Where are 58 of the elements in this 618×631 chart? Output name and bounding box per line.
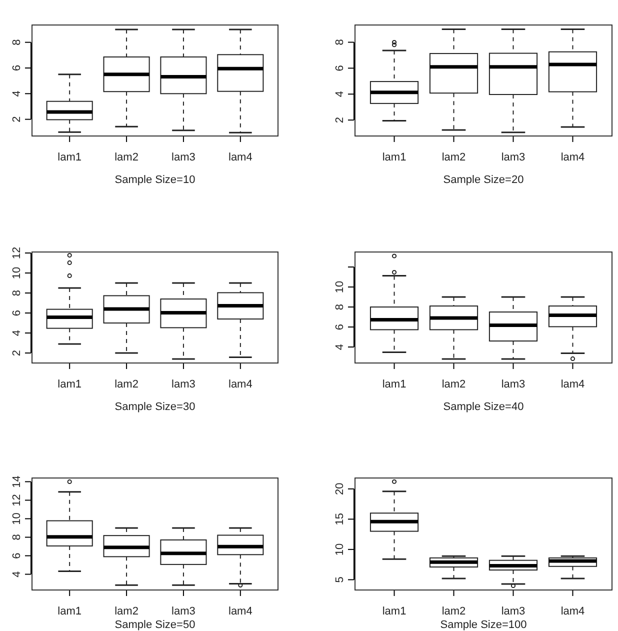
y-tick-label: 15 [334, 513, 346, 526]
y-tick-label: 6 [11, 552, 23, 559]
x-tick-label: lam3 [172, 151, 196, 164]
x-axis-title: Sample Size=10 [114, 174, 196, 186]
x-tick-label: lam1 [58, 378, 82, 390]
x-tick-label: lam2 [114, 605, 138, 618]
x-tick-label: lam1 [382, 151, 406, 164]
x-axis-title: Sample Size=20 [443, 174, 524, 186]
y-tick-label: 8 [11, 534, 23, 540]
x-tick-label: lam3 [501, 378, 526, 390]
y-tick-label: 10 [334, 543, 346, 556]
x-tick-label: lam4 [228, 378, 252, 390]
y-tick-label: 5 [334, 576, 346, 583]
y-tick-label: 4 [11, 330, 23, 336]
y-tick-label: 6 [11, 64, 23, 72]
x-tick-label: lam1 [58, 605, 82, 618]
x-tick-label: lam3 [172, 605, 196, 618]
y-tick-label: 4 [11, 90, 23, 97]
x-tick-label: lam1 [58, 151, 82, 164]
y-tick-label: 12 [11, 494, 23, 506]
y-tick-label: 8 [334, 304, 346, 310]
x-tick-label: lam4 [560, 605, 585, 618]
x-tick-label: lam4 [228, 605, 252, 618]
x-tick-label: lam3 [501, 605, 526, 618]
y-tick-label: 8 [11, 39, 23, 46]
y-tick-label: 10 [11, 266, 23, 280]
y-tick-label: 4 [334, 91, 346, 98]
x-tick-label: lam2 [442, 151, 466, 164]
y-tick-label: 2 [11, 116, 23, 122]
y-tick-label: 2 [334, 116, 346, 124]
x-tick-label: lam1 [382, 605, 406, 618]
x-tick-label: lam3 [501, 151, 526, 164]
y-tick-label: 8 [334, 39, 346, 46]
x-tick-label: lam1 [382, 378, 406, 390]
y-tick-label: 10 [334, 280, 346, 294]
x-tick-label: lam3 [172, 378, 196, 390]
x-tick-label: lam2 [114, 378, 138, 390]
y-tick-label: 4 [11, 571, 23, 578]
x-axis-title: Sample Size=50 [114, 619, 196, 631]
x-tick-label: lam4 [560, 151, 585, 164]
x-tick-label: lam4 [228, 151, 252, 164]
y-tick-label: 12 [11, 246, 23, 260]
x-tick-label: lam2 [442, 605, 466, 618]
x-tick-label: lam2 [442, 378, 466, 390]
x-axis-title: Sample Size=100 [440, 619, 527, 631]
y-tick-label: 4 [334, 344, 346, 350]
y-tick-label: 6 [334, 65, 346, 72]
y-tick-label: 20 [334, 482, 346, 496]
x-axis-title: Sample Size=30 [114, 401, 196, 413]
y-tick-label: 10 [11, 512, 23, 525]
y-tick-label: 6 [334, 324, 346, 330]
x-tick-label: lam2 [114, 151, 138, 164]
y-tick-label: 14 [11, 476, 23, 488]
x-tick-label: lam4 [560, 378, 585, 390]
x-axis-title: Sample Size=40 [443, 401, 524, 413]
y-tick-label: 8 [11, 290, 23, 296]
y-tick-label: 6 [11, 310, 23, 316]
y-tick-label: 2 [11, 350, 23, 356]
